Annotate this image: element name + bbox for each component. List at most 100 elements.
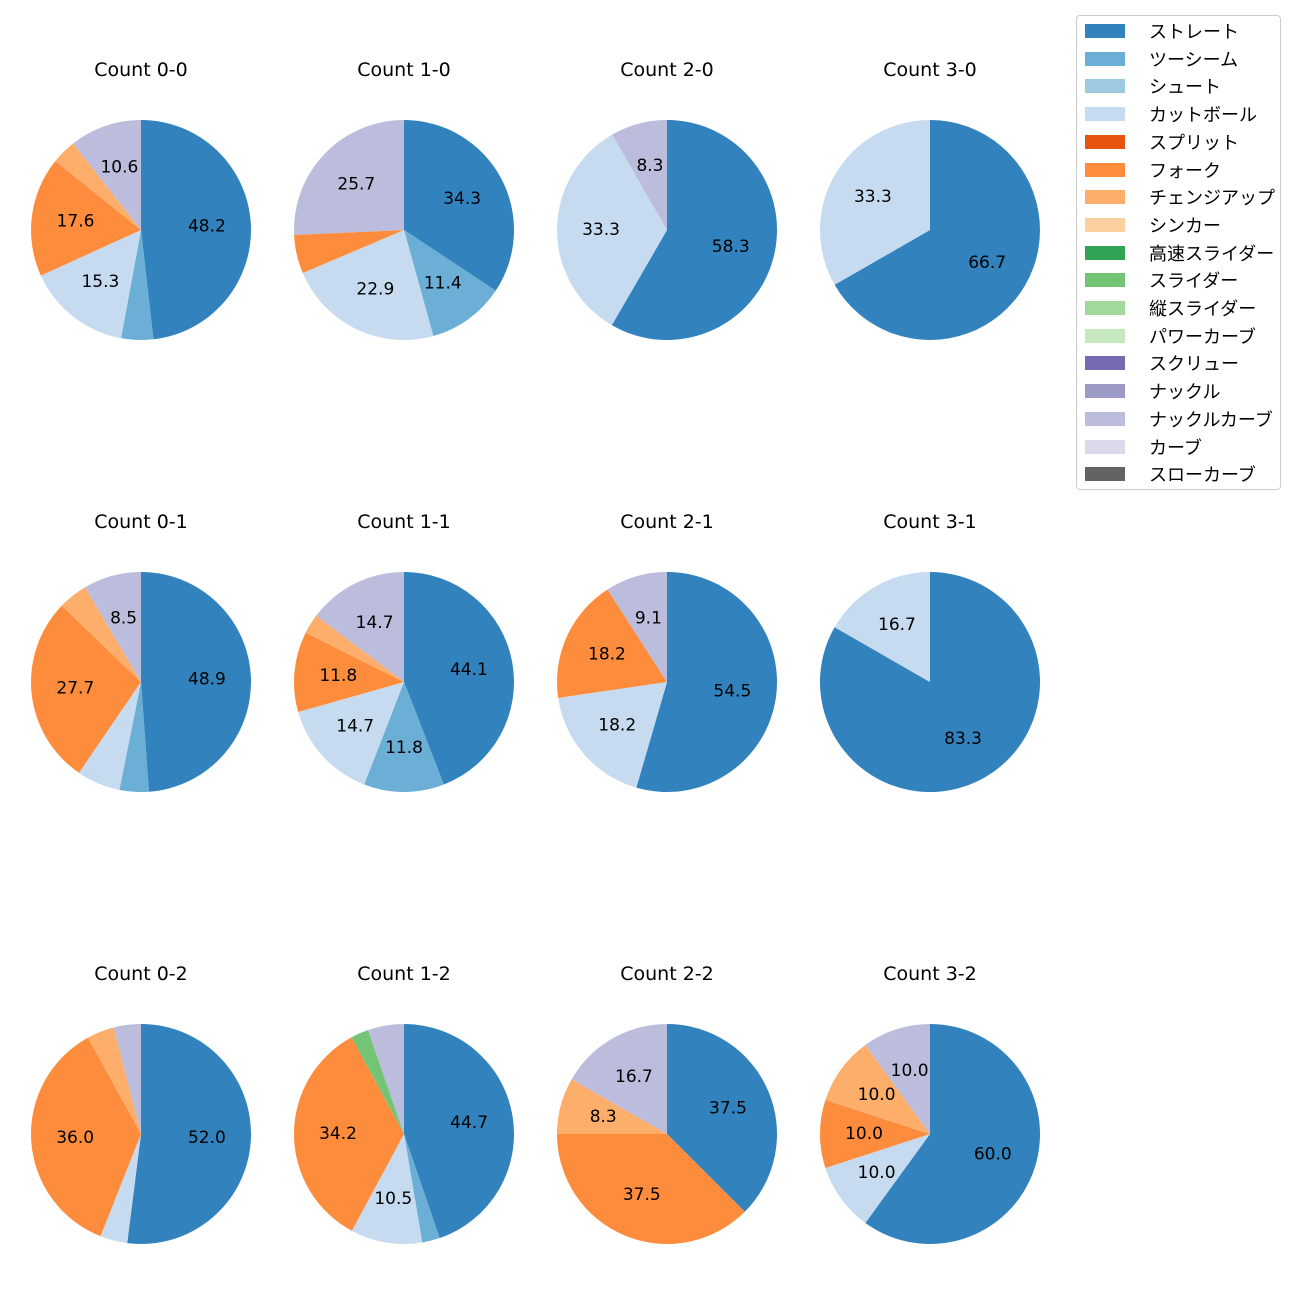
legend-item: シュート xyxy=(1085,74,1221,98)
legend-label: シンカー xyxy=(1149,215,1221,237)
pie-slice xyxy=(293,1037,404,1231)
pie-slice xyxy=(127,1024,252,1244)
slice-label: 52.0 xyxy=(188,1128,226,1148)
pie-slice xyxy=(571,1023,667,1134)
slice-label: 37.5 xyxy=(623,1185,661,1205)
legend-swatch xyxy=(1085,245,1125,260)
slice-label: 48.2 xyxy=(188,216,226,236)
pie-count-3-2: Count 3-2 60.0 10.0 10.0 10.0 10.0 xyxy=(820,963,1040,1244)
slice-label: 10.0 xyxy=(858,1085,896,1105)
slice-label: 54.5 xyxy=(713,681,751,701)
legend-item: チェンジアップ xyxy=(1085,185,1275,209)
legend-swatch xyxy=(1085,190,1125,205)
pie-title: Count 1-1 xyxy=(357,511,451,533)
legend-swatch xyxy=(1085,328,1125,343)
pie-count-2-0: Count 2-0 58.3 33.3 8.3 xyxy=(556,59,777,340)
slice-label: 60.0 xyxy=(974,1144,1012,1164)
slice-label: 10.5 xyxy=(374,1189,412,1209)
pie-slice xyxy=(31,1037,142,1237)
pie-count-1-2: Count 1-2 44.7 10.5 34.2 xyxy=(293,963,514,1244)
pie-count-2-2: Count 2-2 37.5 37.5 8.3 16.7 xyxy=(557,963,777,1244)
pie-slice xyxy=(88,1027,141,1134)
legend-label: スプリット xyxy=(1149,132,1239,154)
legend-swatch xyxy=(1085,162,1125,177)
slice-label: 8.5 xyxy=(110,608,137,628)
slice-label: 10.0 xyxy=(845,1124,883,1144)
pie-slice xyxy=(820,120,930,285)
pie-title: Count 0-2 xyxy=(94,963,188,985)
pie-slice xyxy=(607,572,667,682)
pie-count-0-2: Count 0-2 52.0 36.0 xyxy=(31,963,252,1244)
pie-slice xyxy=(141,572,252,792)
slice-label: 22.9 xyxy=(356,279,394,299)
legend-label: ナックル xyxy=(1149,382,1221,404)
slice-label: 11.8 xyxy=(319,666,357,686)
pie-slice xyxy=(316,572,404,682)
legend-label: シュート xyxy=(1149,77,1221,99)
slice-label: 11.4 xyxy=(424,273,462,293)
pie-count-0-0: Count 0-0 48.2 15.3 17.6 10.6 xyxy=(31,59,251,340)
pie-title: Count 3-2 xyxy=(883,963,977,985)
pie-slice xyxy=(302,230,434,340)
legend-item: スライダー xyxy=(1085,268,1238,292)
slice-label: 58.3 xyxy=(712,237,750,257)
pie-title: Count 2-0 xyxy=(620,59,714,81)
pie-slice xyxy=(404,1134,440,1243)
pie-slice xyxy=(404,1024,514,1239)
legend-item: ツーシーム xyxy=(1085,47,1238,71)
pie-title: Count 2-1 xyxy=(620,511,714,533)
legend-swatch xyxy=(1085,356,1125,371)
pie-title: Count 3-0 xyxy=(883,59,977,81)
slice-label: 8.3 xyxy=(590,1107,617,1127)
pie-slice xyxy=(294,230,404,274)
pie-slice xyxy=(557,1079,667,1134)
slice-label: 10.0 xyxy=(858,1163,896,1183)
legend-item: カットボール xyxy=(1085,102,1257,126)
pie-slice xyxy=(636,572,777,792)
pie-slice xyxy=(865,1024,930,1134)
legend-label: カットボール xyxy=(1149,105,1257,127)
pie-slice xyxy=(351,1134,423,1244)
legend-swatch xyxy=(1085,79,1125,94)
pie-slice xyxy=(31,160,141,276)
slice-label: 33.3 xyxy=(854,187,892,207)
pie-count-2-1: Count 2-1 54.5 18.2 18.2 9.1 xyxy=(557,511,777,792)
pie-slice xyxy=(294,120,404,235)
legend-swatch xyxy=(1085,467,1125,482)
pie-slice xyxy=(351,1030,404,1134)
slice-label: 9.1 xyxy=(635,609,662,629)
slice-label: 33.3 xyxy=(582,220,620,240)
legend-item: フォーク xyxy=(1085,158,1221,182)
legend-item: パワーカーブ xyxy=(1085,324,1256,348)
pie-slice xyxy=(78,682,141,790)
pie-slice xyxy=(73,120,141,230)
legend-label: スクリュー xyxy=(1149,354,1239,376)
legend-label: スライダー xyxy=(1149,271,1239,293)
legend-swatch xyxy=(1085,384,1125,399)
legend-item: スローカーブ xyxy=(1085,462,1256,486)
legend-swatch xyxy=(1085,273,1125,288)
legend-swatch xyxy=(1085,107,1125,122)
legend-item: 高速スライダー xyxy=(1085,241,1274,265)
legend-swatch xyxy=(1085,134,1125,149)
slice-label: 16.7 xyxy=(615,1067,653,1087)
pie-slice xyxy=(834,120,1040,340)
pie-slice xyxy=(404,572,514,785)
slice-label: 8.3 xyxy=(636,156,663,176)
pie-slice xyxy=(141,120,251,340)
legend-label: スローカーブ xyxy=(1149,465,1256,487)
pie-title: Count 0-1 xyxy=(94,511,188,533)
pie-slice xyxy=(293,632,404,713)
slice-label: 83.3 xyxy=(944,729,982,749)
pie-title: Count 0-0 xyxy=(94,59,188,81)
legend-swatch xyxy=(1085,24,1125,38)
pie-slice xyxy=(667,1024,777,1212)
pie-slice xyxy=(305,615,404,682)
pie-slice xyxy=(834,572,930,682)
slice-label: 10.6 xyxy=(100,158,138,178)
slice-label: 18.2 xyxy=(598,715,636,735)
legend-item: ストレート xyxy=(1085,19,1239,43)
legend-label: チェンジアップ xyxy=(1149,188,1275,210)
pie-count-1-1: Count 1-1 44.1 11.8 14.7 11.8 14.7 xyxy=(293,511,514,792)
